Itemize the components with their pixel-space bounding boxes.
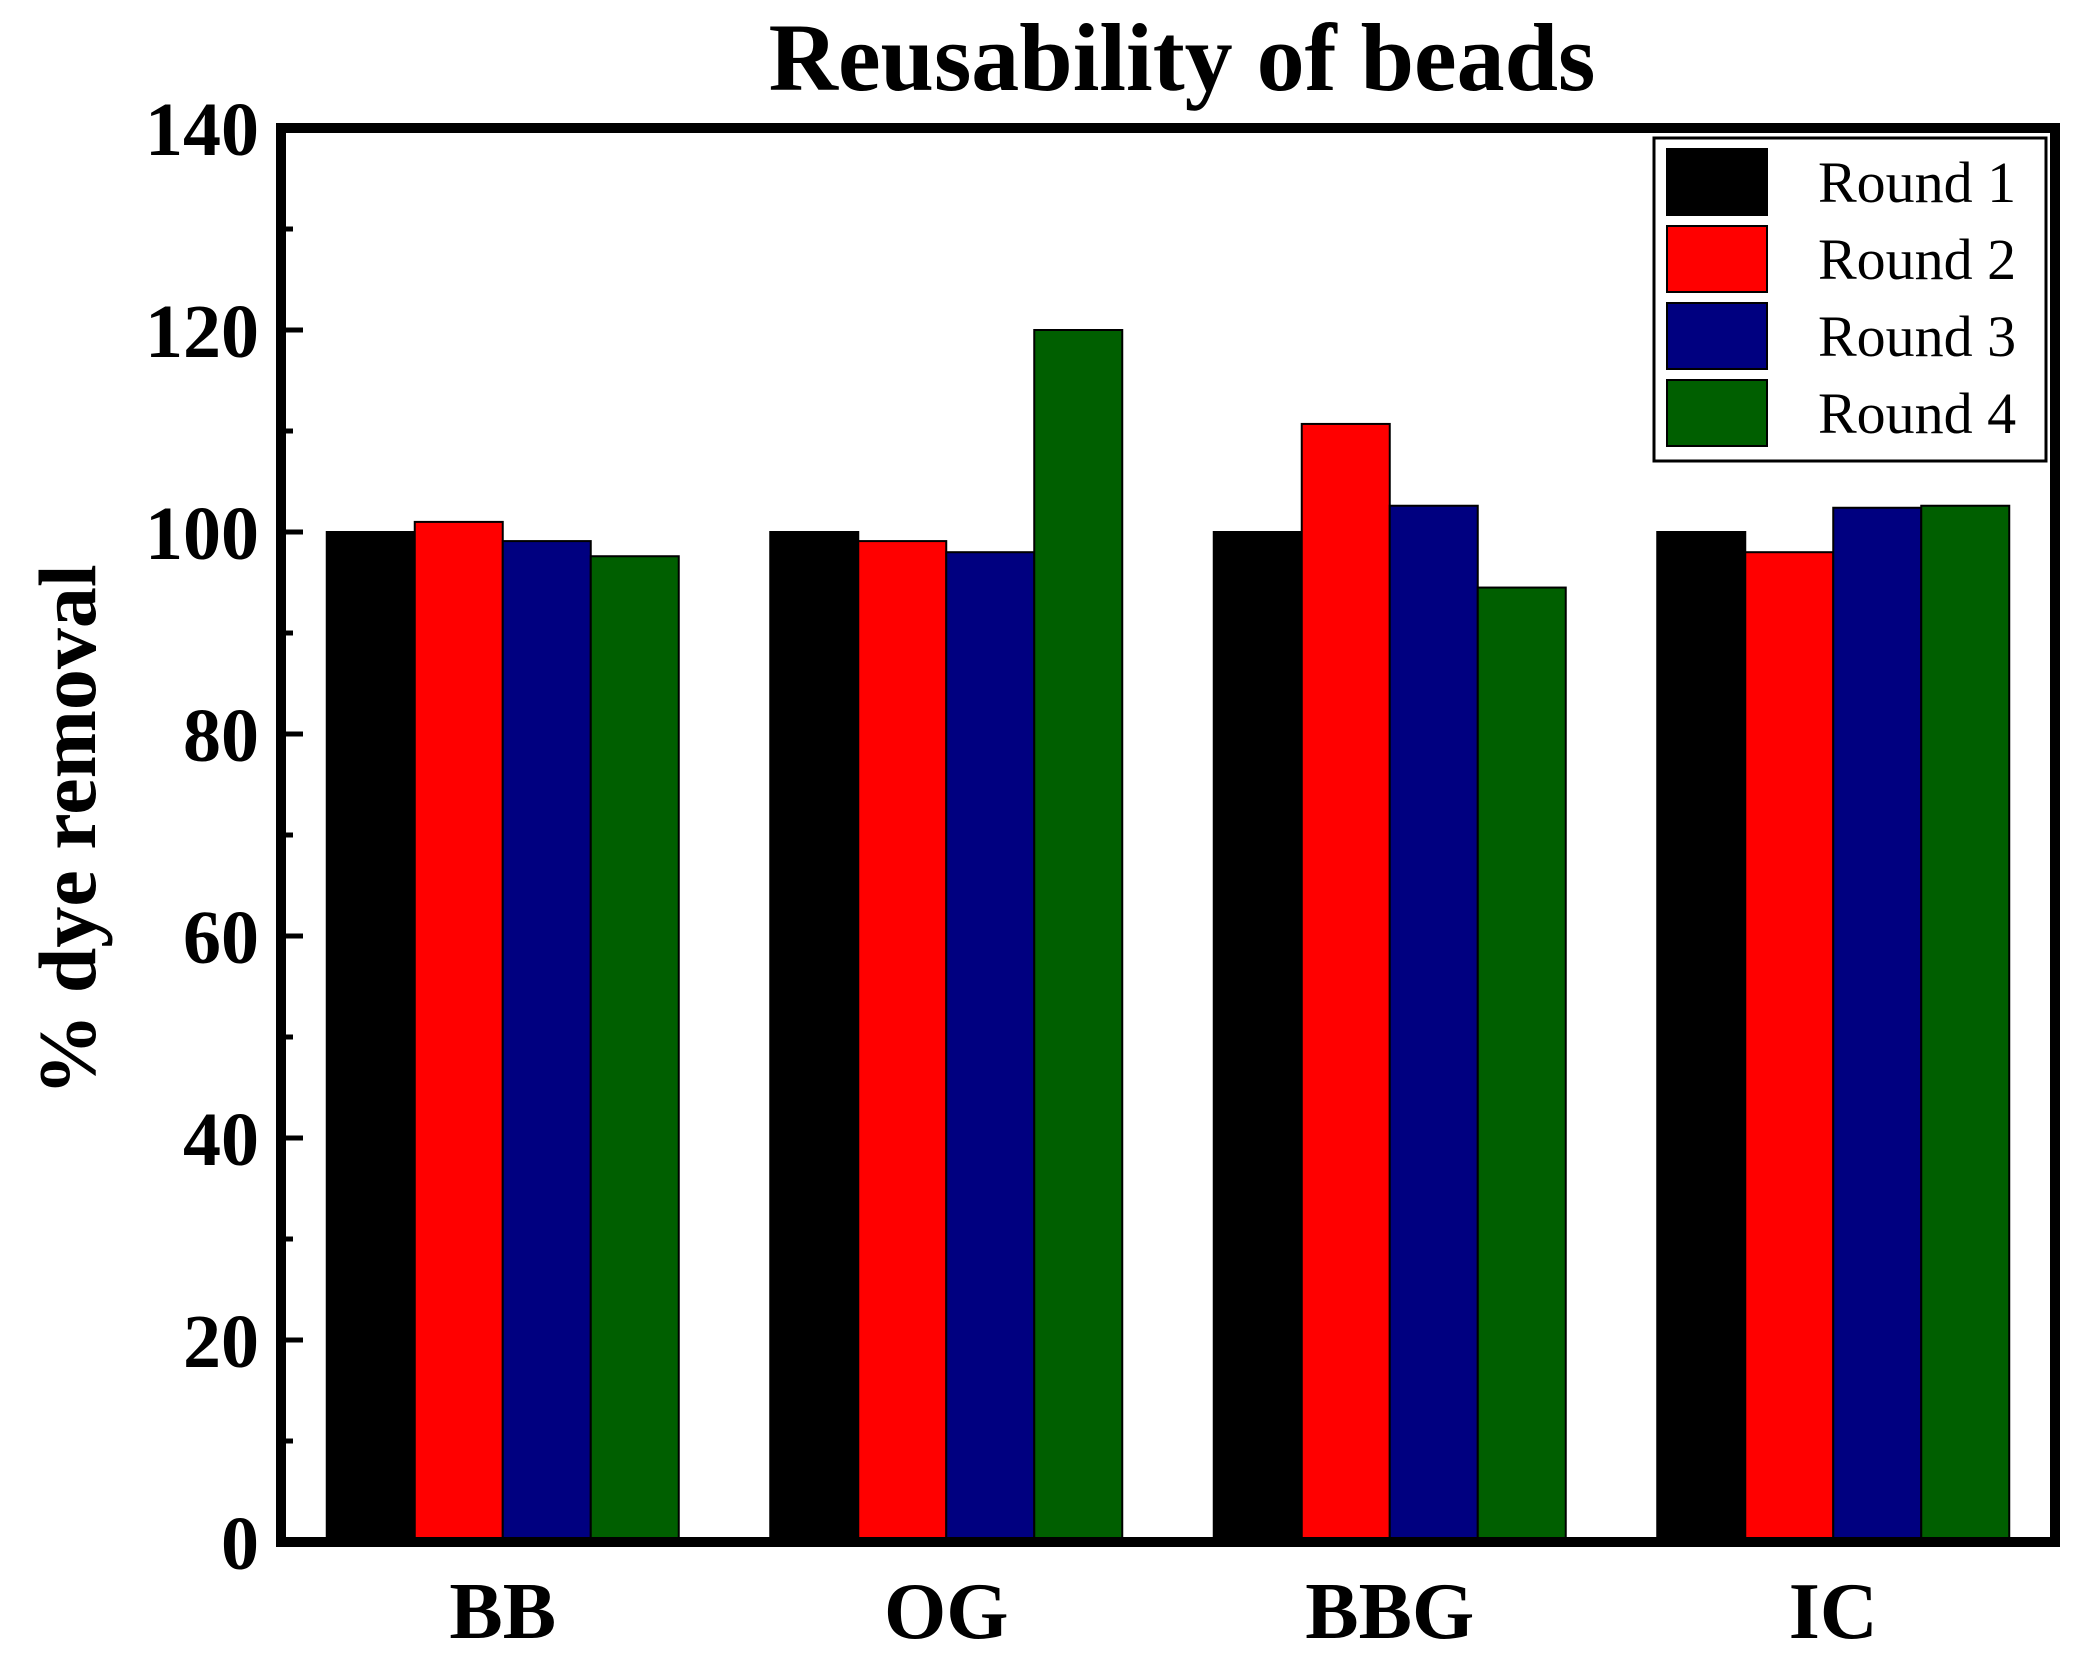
y-axis: 0 20 40 60 80 100 120 140 <box>145 88 303 1586</box>
chart-title: Reusability of beads <box>769 4 1596 111</box>
bars-group <box>325 329 2011 1543</box>
bar-og-round-1 <box>769 531 860 1543</box>
bar-bb-round-2 <box>413 520 504 1543</box>
bar-og-round-4 <box>1033 329 1124 1543</box>
bar-og-round-2 <box>857 540 948 1543</box>
x-tick-label-ic: IC <box>1789 1568 1878 1656</box>
bar-bbg-round-2 <box>1300 422 1391 1543</box>
y-tick-label: 140 <box>145 88 259 172</box>
legend-label-round-3: Round 3 <box>1818 304 2016 369</box>
x-tick-label-bbg: BBG <box>1305 1568 1474 1656</box>
legend-swatch-round-4 <box>1666 379 1768 447</box>
bar-bbg-round-4 <box>1476 586 1567 1543</box>
y-tick-label: 0 <box>221 1502 259 1586</box>
bar-bb-round-3 <box>501 540 592 1543</box>
y-tick-label: 100 <box>145 492 259 576</box>
bar-bb-round-4 <box>589 555 680 1543</box>
y-axis-label: % dye removal <box>22 564 113 1095</box>
bar-bb-round-1 <box>325 531 416 1543</box>
legend-swatch-round-1 <box>1666 148 1768 216</box>
legend-swatch-round-3 <box>1666 302 1768 370</box>
x-tick-label-og: OG <box>884 1568 1008 1656</box>
legend-swatch-round-2 <box>1666 225 1768 293</box>
y-tick-label: 80 <box>183 694 259 778</box>
y-tick-label: 40 <box>183 1098 259 1182</box>
bar-bbg-round-1 <box>1212 531 1303 1543</box>
y-tick-label: 60 <box>183 896 259 980</box>
legend-label-round-1: Round 1 <box>1818 150 2016 215</box>
y-tick-label: 20 <box>183 1300 259 1384</box>
x-axis: BB OG BBG IC <box>449 1568 1877 1656</box>
bar-ic-round-3 <box>1832 506 1923 1543</box>
bar-og-round-3 <box>945 551 1036 1543</box>
bar-bbg-round-3 <box>1388 504 1479 1543</box>
legend-label-round-4: Round 4 <box>1818 381 2016 446</box>
y-tick-label: 120 <box>145 290 259 374</box>
bar-ic-round-4 <box>1920 504 2011 1543</box>
x-tick-label-bb: BB <box>449 1568 556 1656</box>
legend: Round 1 Round 2 Round 3 Round 4 <box>1652 136 2048 463</box>
bar-ic-round-1 <box>1656 531 1747 1543</box>
legend-label-round-2: Round 2 <box>1818 227 2016 292</box>
bar-ic-round-2 <box>1744 551 1835 1543</box>
